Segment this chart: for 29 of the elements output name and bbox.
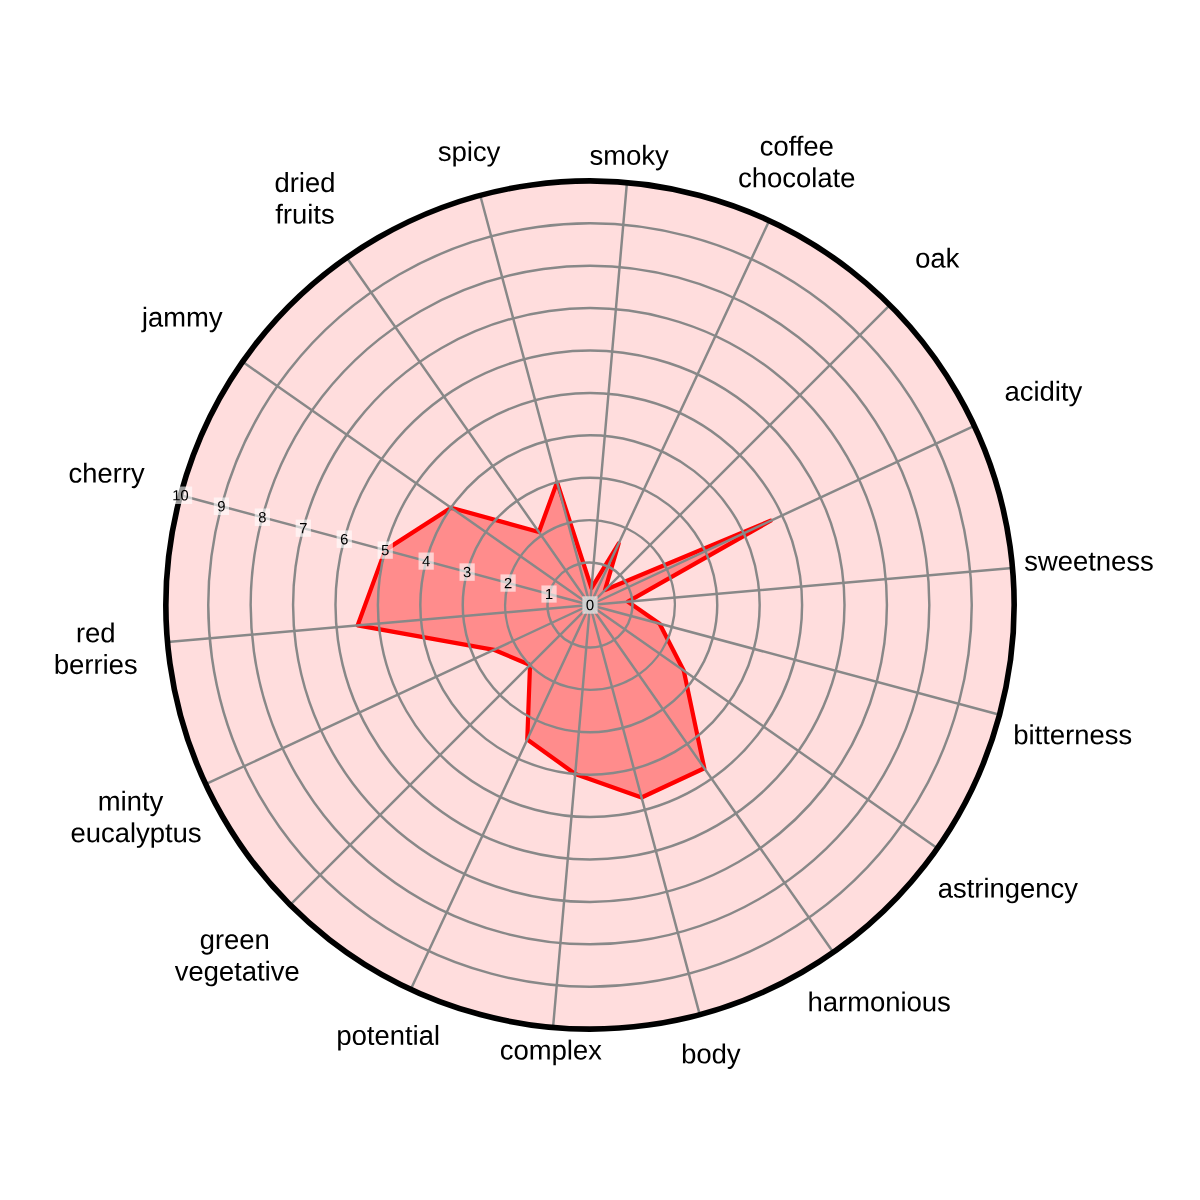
y-tick-label: 4	[422, 556, 430, 567]
y-tick-label: 7	[299, 523, 307, 534]
spoke-label: spicy	[438, 141, 501, 167]
y-tick-label: 3	[463, 566, 471, 578]
spoke-label: minty eucalyptus	[71, 790, 201, 848]
spoke-label: cherry	[69, 462, 145, 489]
spoke-label: oak	[916, 247, 960, 268]
spoke-label: jammy	[141, 306, 223, 333]
spoke-label: potential	[338, 1024, 439, 1051]
y-tick-label: 0	[586, 599, 594, 611]
spoke-label: astringency	[938, 877, 1078, 904]
y-tick-label: 1	[546, 588, 553, 600]
y-tick-label: 10	[173, 490, 189, 501]
spoke-label: harmonious	[809, 991, 950, 1012]
spoke-label: smoky	[590, 144, 669, 171]
spoke-label: dried fruits	[275, 172, 334, 224]
spoke-label: red berries	[55, 622, 137, 675]
spoke-label: body	[682, 1043, 741, 1069]
y-tick-label: 8	[258, 511, 266, 523]
spoke-label: acidity	[1005, 380, 1083, 407]
y-tick-label: 2	[504, 577, 512, 589]
spoke-label: bitterness	[1015, 724, 1132, 745]
spoke-label: green vegetative	[174, 934, 299, 987]
y-tick-label: 5	[381, 545, 389, 556]
spoke-label: complex	[500, 1039, 602, 1066]
y-tick-label: 9	[218, 501, 225, 512]
spoke-label: sweetness	[1025, 552, 1153, 571]
spoke-label: coffee chocolate	[739, 135, 855, 188]
y-tick-label: 6	[340, 533, 348, 545]
